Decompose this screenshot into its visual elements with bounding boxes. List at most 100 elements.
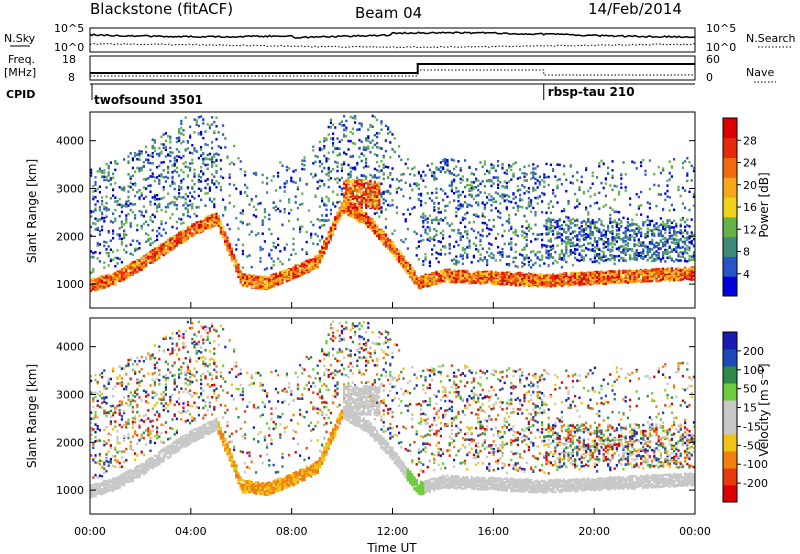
range-cell <box>96 287 99 290</box>
range-cell <box>499 251 502 254</box>
range-cell <box>145 220 148 223</box>
range-cell <box>142 266 145 269</box>
range-cell <box>186 234 189 238</box>
range-cell <box>217 145 220 148</box>
range-cell <box>393 244 396 247</box>
range-cell <box>301 192 304 195</box>
range-cell <box>167 135 170 138</box>
range-cell <box>365 198 368 202</box>
range-cell <box>151 172 154 175</box>
range-cell <box>336 217 339 220</box>
range-cell <box>340 120 343 123</box>
range-cell <box>263 208 266 211</box>
range-cell <box>404 268 407 272</box>
range-cell <box>378 176 381 179</box>
range-cell <box>499 202 502 205</box>
range-cell <box>477 272 480 275</box>
range-cell <box>241 243 244 247</box>
range-cell <box>136 166 139 170</box>
range-cell <box>158 232 161 235</box>
range-cell <box>477 203 480 207</box>
range-cell <box>398 253 401 256</box>
range-cell <box>323 154 326 158</box>
range-cell <box>492 200 495 204</box>
range-cell <box>184 239 187 242</box>
range-cell <box>338 140 341 143</box>
range-cell <box>479 238 482 242</box>
range-cell <box>512 172 515 176</box>
range-cell <box>248 203 251 206</box>
range-cell <box>156 256 159 259</box>
range-cell <box>318 239 321 242</box>
range-cell <box>149 255 152 259</box>
range-cell <box>503 229 506 233</box>
range-cell <box>105 276 108 279</box>
range-cell <box>327 219 330 222</box>
range-cell <box>470 227 473 231</box>
range-cell <box>112 194 115 197</box>
range-cell <box>497 192 500 195</box>
range-cell <box>510 279 513 282</box>
range-cell <box>131 203 134 206</box>
range-cell <box>490 280 493 284</box>
range-cell <box>516 265 519 269</box>
range-cell <box>123 276 126 280</box>
range-cell <box>312 262 315 265</box>
range-cell <box>305 240 308 244</box>
range-cell <box>475 244 478 247</box>
range-cell <box>439 269 442 273</box>
range-cell <box>455 186 458 190</box>
range-cell <box>180 237 183 240</box>
range-cell <box>244 273 247 277</box>
range-cell <box>422 260 425 263</box>
range-cell <box>373 202 376 205</box>
range-cell <box>131 267 134 271</box>
range-cell <box>417 172 420 176</box>
range-cell <box>94 207 97 210</box>
range-cell <box>521 230 524 233</box>
range-cell <box>437 222 440 225</box>
range-cell <box>435 257 438 260</box>
range-cell <box>380 160 383 163</box>
range-cell <box>461 235 464 238</box>
range-cell <box>219 159 222 162</box>
range-cell <box>112 232 115 235</box>
range-cell <box>358 190 361 194</box>
range-cell <box>206 163 209 166</box>
range-cell <box>173 236 176 239</box>
range-cell <box>336 218 339 222</box>
range-cell <box>180 196 183 199</box>
range-cell <box>134 271 137 274</box>
range-cell <box>105 278 108 282</box>
range-cell <box>129 267 132 270</box>
range-cell <box>316 218 319 221</box>
range-cell <box>158 244 161 248</box>
range-cell <box>382 154 385 158</box>
range-cell <box>228 162 231 166</box>
range-cell <box>114 219 117 222</box>
range-cell <box>494 191 497 194</box>
range-cell <box>213 214 216 218</box>
range-cell <box>395 187 398 191</box>
range-cell <box>490 184 493 188</box>
range-cell <box>140 210 143 214</box>
range-cell <box>398 145 401 148</box>
range-cell <box>189 215 192 219</box>
range-cell <box>413 276 416 279</box>
range-cell <box>369 179 372 183</box>
range-cell <box>136 267 139 270</box>
range-cell <box>497 251 500 254</box>
range-cell <box>321 245 324 249</box>
range-cell <box>508 221 511 225</box>
nave-tick-top: 60 <box>706 53 720 66</box>
range-cell <box>151 144 154 148</box>
range-cell <box>459 193 462 197</box>
range-cell <box>261 221 264 225</box>
range-cell <box>318 226 321 229</box>
range-cell <box>360 186 363 189</box>
range-cell <box>316 254 319 257</box>
range-cell <box>191 158 194 162</box>
range-cell <box>505 273 508 276</box>
range-cell <box>347 176 350 180</box>
range-cell <box>466 253 469 256</box>
